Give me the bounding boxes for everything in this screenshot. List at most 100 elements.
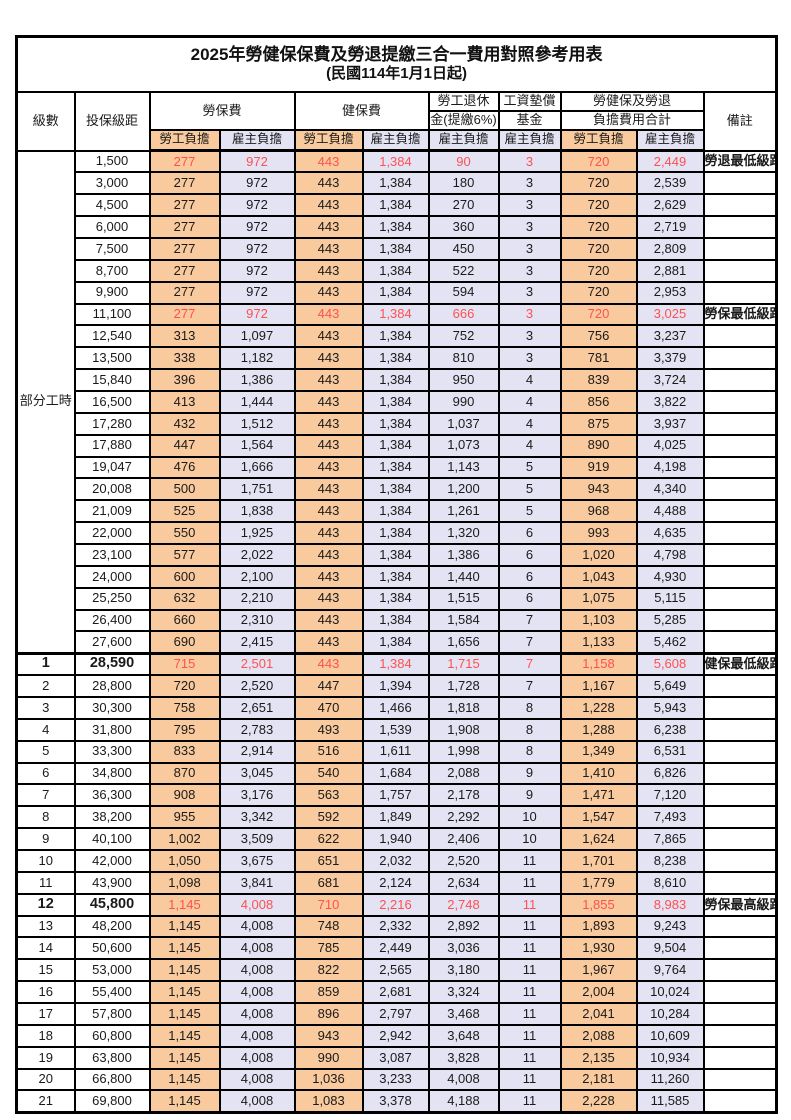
total-employer-cell: 11,585 xyxy=(635,1089,705,1114)
pension-employer-cell: 950 xyxy=(427,368,500,392)
health-employer-cell: 2,332 xyxy=(361,914,430,939)
table-row: 7,500 277 972 443 1,384 450 3 720 2,809 xyxy=(17,236,778,261)
pension-employer-cell: 1,143 xyxy=(427,455,500,480)
pension-employer-cell: 666 xyxy=(427,302,500,327)
total-employee-cell: 720 xyxy=(559,280,638,305)
table-row: 4 31,800 795 2,783 493 1,539 1,908 8 1,288 6,238 xyxy=(15,717,778,742)
total-employee-cell: 839 xyxy=(559,368,638,392)
total-employer-cell: 7,865 xyxy=(635,827,705,851)
total-employee-cell: 2,228 xyxy=(559,1089,638,1114)
table-row: 14 50,600 1,145 4,008 785 2,449 3,036 11 1,930 9,… xyxy=(15,936,778,961)
bracket-cell: 16,500 xyxy=(73,389,151,414)
labor-employer-cell: 4,008 xyxy=(218,1045,296,1070)
header-row-1: 級數 投保級距 勞保費 健保費 勞工退休 工資墊償 勞健保及勞退 備註 xyxy=(15,91,778,152)
total-employer-cell: 4,635 xyxy=(635,521,705,545)
total-employer-cell: 4,340 xyxy=(635,477,705,502)
health-employee-cell: 443 xyxy=(293,433,364,458)
labor-employer-cell: 2,210 xyxy=(218,586,296,611)
col-header-note: 備註 xyxy=(702,91,778,152)
wage-fund-employer-cell: 11 xyxy=(497,1002,562,1026)
health-employer-cell: 1,384 xyxy=(361,193,430,218)
total-employee-cell: 1,701 xyxy=(559,849,638,873)
total-employee-cell: 919 xyxy=(559,455,638,480)
health-employee-cell: 592 xyxy=(293,805,364,830)
pension-employer-cell: 180 xyxy=(427,171,500,196)
total-employer-cell: 8,983 xyxy=(635,892,705,917)
subheader-labor-employer: 雇主負擔 xyxy=(218,129,296,152)
health-employer-cell: 3,087 xyxy=(361,1045,430,1070)
labor-employee-cell: 476 xyxy=(148,455,221,480)
total-employer-cell: 10,284 xyxy=(635,1002,705,1026)
pension-employer-cell: 360 xyxy=(427,215,500,239)
bracket-cell: 50,600 xyxy=(73,936,151,961)
labor-employer-cell: 972 xyxy=(218,280,296,305)
total-employer-cell: 3,937 xyxy=(635,411,705,436)
wage-fund-employer-cell: 8 xyxy=(497,739,562,764)
total-employer-cell: 9,764 xyxy=(635,958,705,983)
labor-employee-cell: 413 xyxy=(148,389,221,414)
labor-employee-cell: 432 xyxy=(148,411,221,436)
col-header-wage-fund-line1: 工資墊償 xyxy=(497,91,562,112)
labor-employer-cell: 4,008 xyxy=(218,958,296,983)
bracket-cell: 17,880 xyxy=(73,433,151,458)
labor-employer-cell: 4,008 xyxy=(218,1067,296,1092)
health-employer-cell: 2,032 xyxy=(361,849,430,873)
total-employer-cell: 10,024 xyxy=(635,980,705,1005)
total-employee-cell: 1,288 xyxy=(559,717,638,742)
labor-employee-cell: 1,145 xyxy=(148,1089,221,1114)
pension-employer-cell: 810 xyxy=(427,346,500,371)
table-row: 18 60,800 1,145 4,008 943 2,942 3,648 11 2,088 10… xyxy=(15,1023,778,1048)
labor-employee-cell: 720 xyxy=(148,674,221,698)
total-employer-cell: 2,449 xyxy=(635,149,705,174)
bracket-cell: 45,800 xyxy=(73,892,151,917)
labor-employer-cell: 2,783 xyxy=(218,717,296,742)
labor-employer-cell: 1,751 xyxy=(218,477,296,502)
pension-employer-cell: 1,261 xyxy=(427,499,500,524)
pension-employer-cell: 990 xyxy=(427,389,500,414)
wage-fund-employer-cell: 3 xyxy=(497,324,562,349)
pension-employer-cell: 2,406 xyxy=(427,827,500,851)
wage-fund-employer-cell: 6 xyxy=(497,564,562,589)
bracket-cell: 40,100 xyxy=(73,827,151,851)
bracket-cell: 28,800 xyxy=(73,674,151,698)
total-employee-cell: 1,167 xyxy=(559,674,638,698)
wage-fund-employer-cell: 11 xyxy=(497,1023,562,1048)
level-cell: 9 xyxy=(15,827,76,851)
wage-fund-employer-cell: 9 xyxy=(497,761,562,786)
bracket-cell: 1,500 xyxy=(73,149,151,174)
health-employee-cell: 443 xyxy=(293,215,364,239)
pension-employer-cell: 1,715 xyxy=(427,651,500,677)
bracket-cell: 60,800 xyxy=(73,1023,151,1048)
health-employer-cell: 2,124 xyxy=(361,870,430,895)
bracket-cell: 53,000 xyxy=(73,958,151,983)
wage-fund-employer-cell: 11 xyxy=(497,980,562,1005)
note-cell xyxy=(702,521,778,545)
pension-employer-cell: 3,828 xyxy=(427,1045,500,1070)
pension-employer-cell: 2,088 xyxy=(427,761,500,786)
labor-employee-cell: 908 xyxy=(148,783,221,808)
subheader-total-employer: 雇主負擔 xyxy=(635,129,705,152)
col-header-labor-insurance: 勞保費 xyxy=(148,91,296,131)
labor-employee-cell: 277 xyxy=(148,280,221,305)
wage-fund-employer-cell: 3 xyxy=(497,280,562,305)
wage-fund-employer-cell: 11 xyxy=(497,958,562,983)
labor-employer-cell: 2,651 xyxy=(218,695,296,720)
wage-fund-employer-cell: 7 xyxy=(497,651,562,677)
note-cell xyxy=(702,324,778,349)
table-row: 13,500 338 1,182 443 1,384 810 3 781 3,379 xyxy=(17,346,778,371)
health-employer-cell: 1,384 xyxy=(361,302,430,327)
table-row: 23,100 577 2,022 443 1,384 1,386 6 1,020 4,798 xyxy=(17,542,778,567)
bracket-cell: 48,200 xyxy=(73,914,151,939)
total-employee-cell: 2,004 xyxy=(559,980,638,1005)
note-cell xyxy=(702,695,778,720)
total-employer-cell: 4,488 xyxy=(635,499,705,524)
health-employee-cell: 622 xyxy=(293,827,364,851)
labor-employee-cell: 600 xyxy=(148,564,221,589)
pension-employer-cell: 2,520 xyxy=(427,849,500,873)
total-employee-cell: 2,181 xyxy=(559,1067,638,1092)
page-title: 2025年勞健保保費及勞退提繳三合一費用對照參考用表 xyxy=(190,45,603,65)
wage-fund-employer-cell: 11 xyxy=(497,849,562,873)
total-employee-cell: 875 xyxy=(559,411,638,436)
health-employer-cell: 1,384 xyxy=(361,411,430,436)
level-cell: 1 xyxy=(15,651,76,677)
